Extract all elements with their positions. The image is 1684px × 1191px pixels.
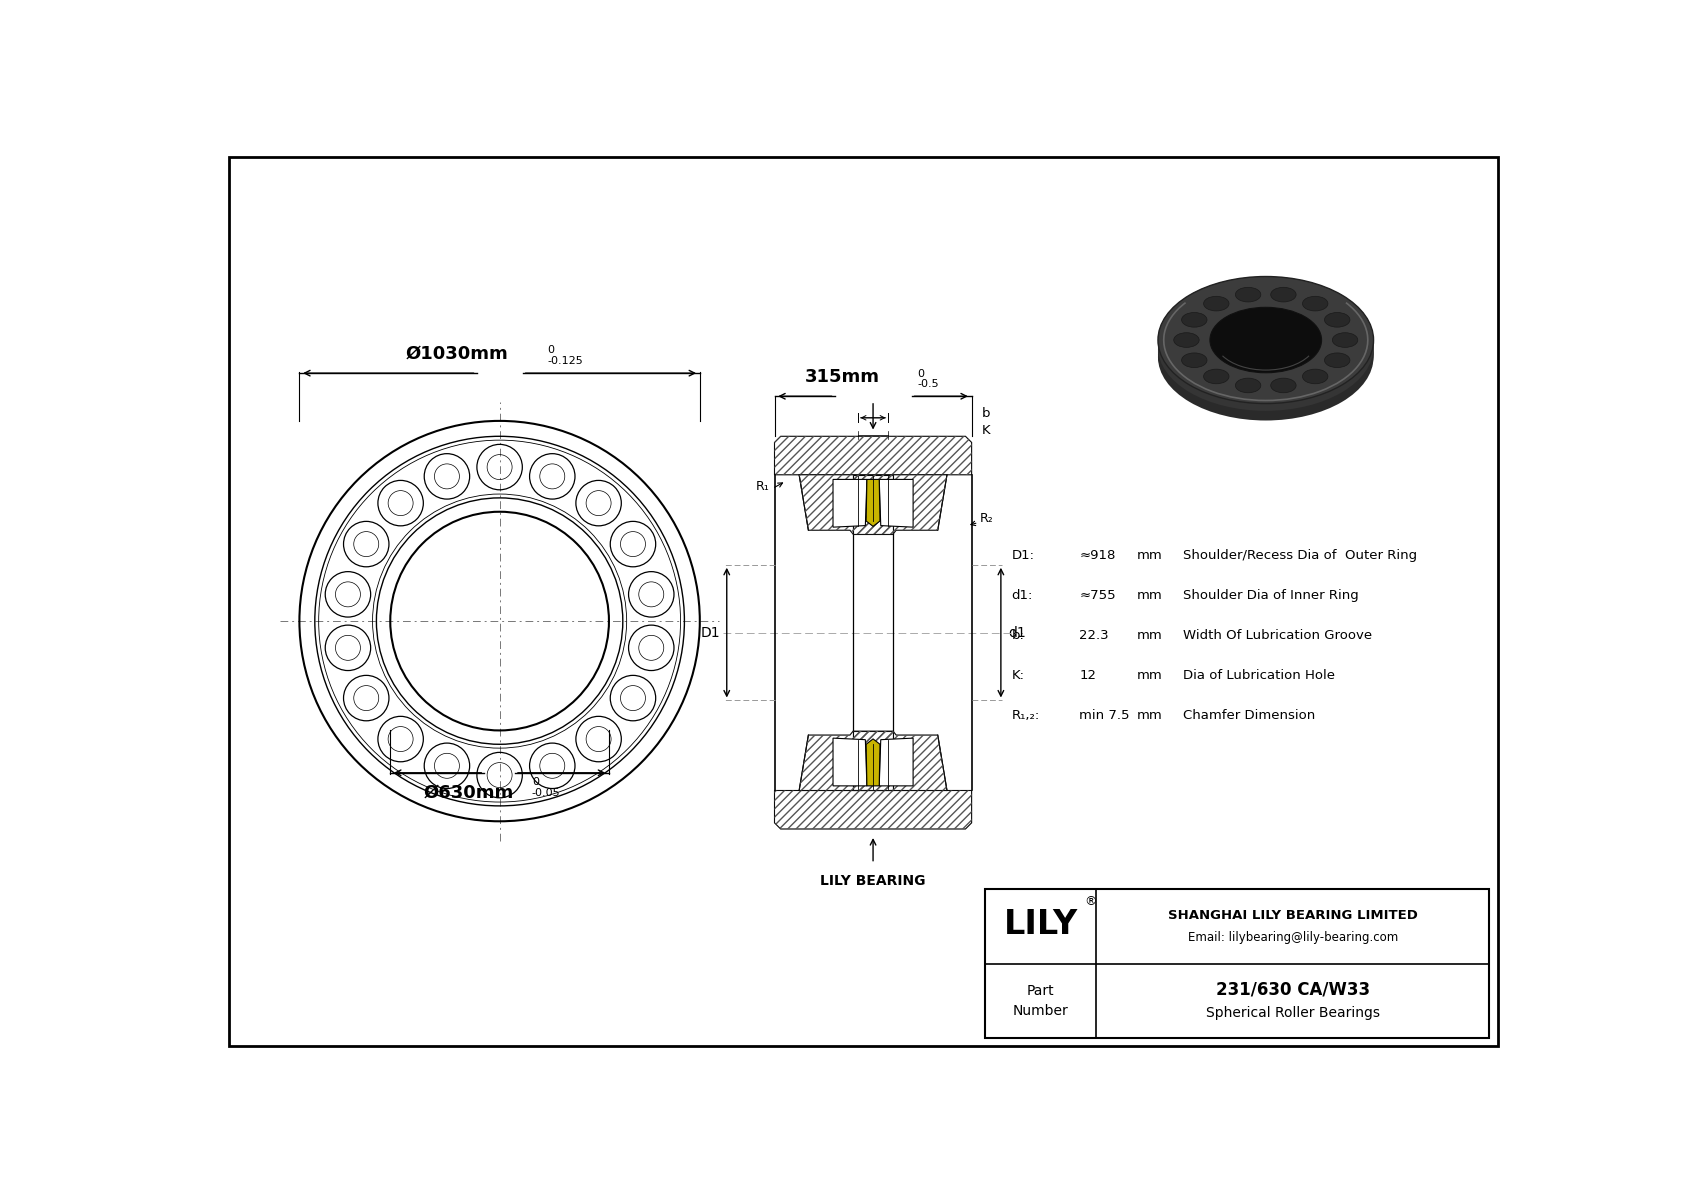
- Polygon shape: [834, 480, 867, 528]
- Ellipse shape: [1159, 283, 1374, 411]
- Polygon shape: [800, 731, 946, 791]
- Polygon shape: [775, 791, 972, 829]
- Text: LILY BEARING: LILY BEARING: [820, 874, 926, 887]
- Ellipse shape: [1271, 287, 1297, 303]
- Text: -0.125: -0.125: [547, 356, 583, 366]
- Text: K: K: [982, 424, 990, 437]
- Text: LILY: LILY: [1004, 909, 1078, 941]
- Text: K:: K:: [1012, 669, 1024, 682]
- Ellipse shape: [1209, 314, 1322, 380]
- Ellipse shape: [1159, 291, 1374, 418]
- Text: d1: d1: [1009, 625, 1026, 640]
- Text: b:: b:: [1012, 629, 1024, 642]
- Ellipse shape: [1209, 317, 1322, 382]
- Text: Ø630mm: Ø630mm: [424, 784, 514, 802]
- Ellipse shape: [1209, 324, 1322, 389]
- Ellipse shape: [1302, 369, 1329, 384]
- Polygon shape: [854, 731, 893, 791]
- Text: Chamfer Dimension: Chamfer Dimension: [1182, 710, 1315, 722]
- Text: R₂: R₂: [980, 512, 994, 525]
- Text: 231/630 CA/W33: 231/630 CA/W33: [1216, 980, 1369, 998]
- Text: 0: 0: [918, 368, 925, 379]
- Polygon shape: [854, 475, 893, 534]
- Text: 12: 12: [1079, 669, 1096, 682]
- Text: D1:: D1:: [1012, 549, 1034, 562]
- Ellipse shape: [1159, 288, 1374, 416]
- Ellipse shape: [1159, 293, 1374, 420]
- Text: ≈918: ≈918: [1079, 549, 1116, 562]
- Ellipse shape: [1159, 281, 1374, 409]
- Ellipse shape: [1325, 353, 1351, 368]
- Ellipse shape: [1159, 276, 1374, 404]
- Text: Shoulder Dia of Inner Ring: Shoulder Dia of Inner Ring: [1182, 590, 1359, 603]
- Ellipse shape: [1271, 378, 1297, 393]
- Text: 0: 0: [532, 778, 539, 787]
- Text: R₁: R₁: [756, 480, 770, 493]
- Text: ≈755: ≈755: [1079, 590, 1116, 603]
- Ellipse shape: [1209, 310, 1322, 375]
- Polygon shape: [879, 480, 913, 528]
- Text: Ø1030mm: Ø1030mm: [406, 344, 509, 362]
- Text: mm: mm: [1137, 710, 1162, 722]
- Ellipse shape: [1209, 312, 1322, 378]
- Ellipse shape: [1209, 307, 1322, 373]
- Polygon shape: [834, 738, 867, 786]
- Text: min 7.5: min 7.5: [1079, 710, 1130, 722]
- Ellipse shape: [1182, 353, 1207, 368]
- Text: mm: mm: [1137, 669, 1162, 682]
- Text: -0.05: -0.05: [532, 788, 561, 798]
- Ellipse shape: [1302, 297, 1329, 311]
- Ellipse shape: [1332, 332, 1357, 348]
- Polygon shape: [775, 436, 972, 475]
- Text: mm: mm: [1137, 549, 1162, 562]
- Polygon shape: [866, 738, 881, 786]
- Text: ®: ®: [1084, 896, 1096, 909]
- Ellipse shape: [1174, 332, 1199, 348]
- Text: b: b: [982, 407, 990, 420]
- Text: 315mm: 315mm: [805, 368, 879, 386]
- Text: 22.3: 22.3: [1079, 629, 1110, 642]
- Text: Shoulder/Recess Dia of  Outer Ring: Shoulder/Recess Dia of Outer Ring: [1182, 549, 1416, 562]
- Text: Spherical Roller Bearings: Spherical Roller Bearings: [1206, 1005, 1379, 1019]
- Ellipse shape: [1209, 319, 1322, 385]
- Text: SHANGHAI LILY BEARING LIMITED: SHANGHAI LILY BEARING LIMITED: [1167, 909, 1418, 922]
- Bar: [985, 888, 1489, 1039]
- Text: mm: mm: [1137, 629, 1162, 642]
- Ellipse shape: [1209, 307, 1322, 373]
- Ellipse shape: [1204, 369, 1229, 384]
- Circle shape: [300, 420, 701, 822]
- Text: R₁,₂:: R₁,₂:: [1012, 710, 1041, 722]
- Ellipse shape: [1204, 297, 1229, 311]
- Text: -0.5: -0.5: [918, 379, 940, 389]
- Polygon shape: [866, 480, 881, 526]
- Ellipse shape: [1182, 312, 1207, 328]
- Text: Dia of Lubrication Hole: Dia of Lubrication Hole: [1182, 669, 1335, 682]
- Polygon shape: [800, 475, 946, 534]
- Ellipse shape: [1159, 286, 1374, 413]
- Text: Width Of Lubrication Groove: Width Of Lubrication Groove: [1182, 629, 1372, 642]
- Ellipse shape: [1325, 312, 1351, 328]
- Text: Part
Number: Part Number: [1012, 984, 1068, 1018]
- Text: mm: mm: [1137, 590, 1162, 603]
- Ellipse shape: [1236, 378, 1261, 393]
- Text: 0: 0: [547, 345, 554, 355]
- Text: D1: D1: [701, 625, 721, 640]
- Ellipse shape: [1159, 276, 1374, 404]
- Ellipse shape: [1209, 322, 1322, 387]
- Text: d1:: d1:: [1012, 590, 1032, 603]
- Ellipse shape: [1159, 279, 1374, 406]
- Ellipse shape: [1236, 287, 1261, 303]
- Text: Email: lilybearing@lily-bearing.com: Email: lilybearing@lily-bearing.com: [1187, 930, 1398, 943]
- Polygon shape: [879, 738, 913, 786]
